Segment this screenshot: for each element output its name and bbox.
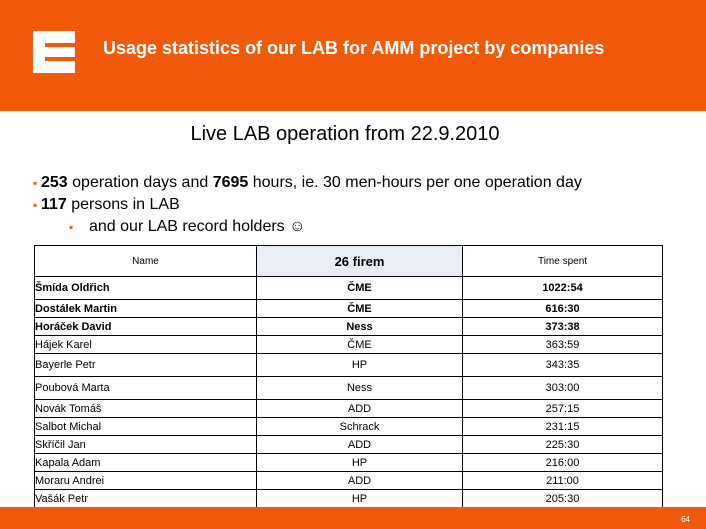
cell-name: Dostálek Martin xyxy=(34,299,257,318)
bullet-text: and our LAB record holders ☺ xyxy=(89,218,306,235)
cell-name: Novák Tomáš xyxy=(34,399,257,418)
operation-hours-count: 7695 xyxy=(212,174,249,191)
table-row: Poubová Marta Ness 303:00 xyxy=(34,376,663,400)
table-row: Salbot Michal Schrack 231:15 xyxy=(34,417,663,436)
table-row: Dostálek Martin ČME 616:30 xyxy=(34,299,663,318)
cell-company: ČME xyxy=(256,335,463,354)
cell-time: 616:30 xyxy=(462,299,663,318)
cell-time: 363:59 xyxy=(462,335,663,354)
table-row: Hájek Karel ČME 363:59 xyxy=(34,335,663,354)
cell-company: HP xyxy=(256,353,463,377)
header-name: Name xyxy=(34,245,257,277)
usage-table: Name 26 firem Time spent Šmída Oldřich ČM… xyxy=(34,245,663,508)
cell-name: Poubová Marta xyxy=(34,376,257,400)
page-title: Usage statistics of our LAB for AMM proj… xyxy=(103,38,605,58)
cell-name: Kapala Adam xyxy=(34,453,257,472)
table-header-row: Name 26 firem Time spent xyxy=(34,245,663,277)
bullet-persons: ▪ 117 persons in LAB xyxy=(33,194,582,216)
cell-time: 1022:54 xyxy=(462,276,663,300)
cell-company: ČME xyxy=(256,299,463,318)
table-row: Novák Tomáš ADD 257:15 xyxy=(34,399,663,418)
cell-name: Skříčil Jan xyxy=(34,435,257,454)
cell-company: ADD xyxy=(256,435,463,454)
cell-company: Ness xyxy=(256,376,463,400)
header-bar: Usage statistics of our LAB for AMM proj… xyxy=(0,0,706,111)
cell-company: ADD xyxy=(256,399,463,418)
header-time: Time spent xyxy=(462,245,663,277)
bullet-marker-icon: ▪ xyxy=(69,220,74,234)
cell-company: HP xyxy=(256,489,463,508)
cell-company: ČME xyxy=(256,276,463,300)
bullet-list: ▪ 253 operation days and 7695 hours, ie.… xyxy=(33,172,582,238)
cell-name: Moraru Andrei xyxy=(34,471,257,490)
bullet-operation-days: ▪ 253 operation days and 7695 hours, ie.… xyxy=(33,172,582,194)
cell-time: 303:00 xyxy=(462,376,663,400)
cez-logo-icon xyxy=(33,31,75,73)
cell-time: 216:00 xyxy=(462,453,663,472)
cell-name: Bayerle Petr xyxy=(34,353,257,377)
table-row: Šmída Oldřich ČME 1022:54 xyxy=(34,276,663,300)
cell-name: Horáček David xyxy=(34,317,257,336)
table-row: Moraru Andrei ADD 211:00 xyxy=(34,471,663,490)
persons-count: 117 xyxy=(41,196,67,213)
bullet-text: operation days and xyxy=(67,174,213,191)
bullet-marker-icon: ▪ xyxy=(33,176,38,190)
cell-company: Ness xyxy=(256,317,463,336)
cell-time: 231:15 xyxy=(462,417,663,436)
cell-name: Hájek Karel xyxy=(34,335,257,354)
table-row: Bayerle Petr HP 343:35 xyxy=(34,353,663,377)
operation-days-count: 253 xyxy=(41,174,68,191)
table-row: Skříčil Jan ADD 225:30 xyxy=(34,435,663,454)
bullet-text: persons in LAB xyxy=(66,196,180,213)
footer-bar xyxy=(0,507,706,529)
cell-company: ADD xyxy=(256,471,463,490)
table-row: Kapala Adam HP 216:00 xyxy=(34,453,663,472)
header-company: 26 firem xyxy=(256,245,463,277)
bullet-marker-icon: ▪ xyxy=(33,198,38,212)
cell-time: 211:00 xyxy=(462,471,663,490)
cell-time: 343:35 xyxy=(462,353,663,377)
cell-name: Šmída Oldřich xyxy=(34,276,257,300)
table-row: Vašák Petr HP 205:30 xyxy=(34,489,663,508)
cell-name: Salbot Michal xyxy=(34,417,257,436)
cell-company: HP xyxy=(256,453,463,472)
cell-time: 205:30 xyxy=(462,489,663,508)
cell-company: Schrack xyxy=(256,417,463,436)
bullet-text: hours, ie. 30 men-hours per one operatio… xyxy=(248,174,582,191)
table-row: Horáček David Ness 373:38 xyxy=(34,317,663,336)
bullet-record-holders: ▪ and our LAB record holders ☺ xyxy=(33,216,582,238)
section-subtitle: Live LAB operation from 22.9.2010 xyxy=(190,123,500,145)
cell-time: 373:38 xyxy=(462,317,663,336)
page-number: 64 xyxy=(681,515,690,524)
cell-time: 257:15 xyxy=(462,399,663,418)
cell-time: 225:30 xyxy=(462,435,663,454)
cell-name: Vašák Petr xyxy=(34,489,257,508)
